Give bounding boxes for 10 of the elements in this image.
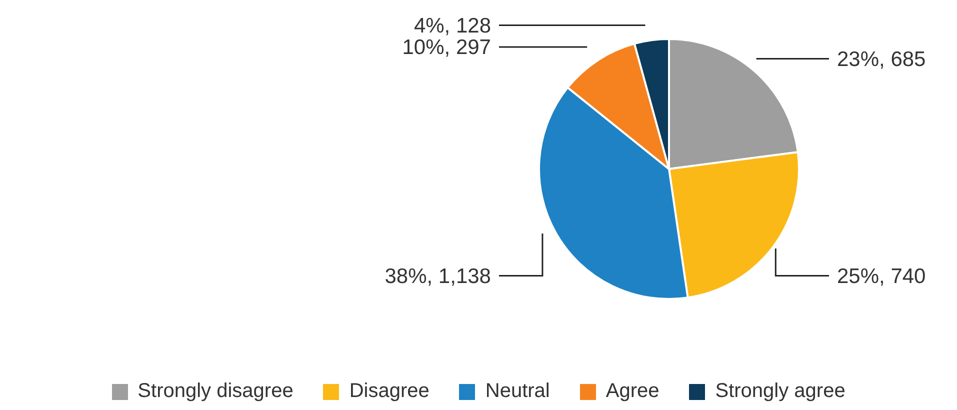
data-label: 4%, 128 bbox=[414, 14, 491, 38]
legend-label: Strongly disagree bbox=[138, 380, 294, 403]
legend-label: Neutral bbox=[485, 380, 550, 403]
data-label: 23%, 685 bbox=[837, 48, 926, 71]
legend-label: Agree bbox=[606, 380, 660, 403]
legend-label: Disagree bbox=[349, 380, 430, 403]
legend-label: Strongly agree bbox=[715, 380, 846, 403]
data-label: 38%, 1,138 bbox=[384, 264, 491, 288]
data-label: 25%, 740 bbox=[837, 264, 926, 288]
data-label: 10%, 297 bbox=[402, 36, 491, 60]
